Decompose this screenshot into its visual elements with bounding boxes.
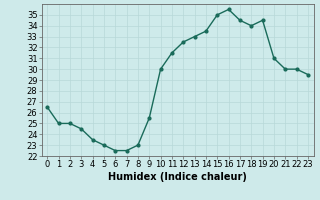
X-axis label: Humidex (Indice chaleur): Humidex (Indice chaleur)	[108, 172, 247, 182]
